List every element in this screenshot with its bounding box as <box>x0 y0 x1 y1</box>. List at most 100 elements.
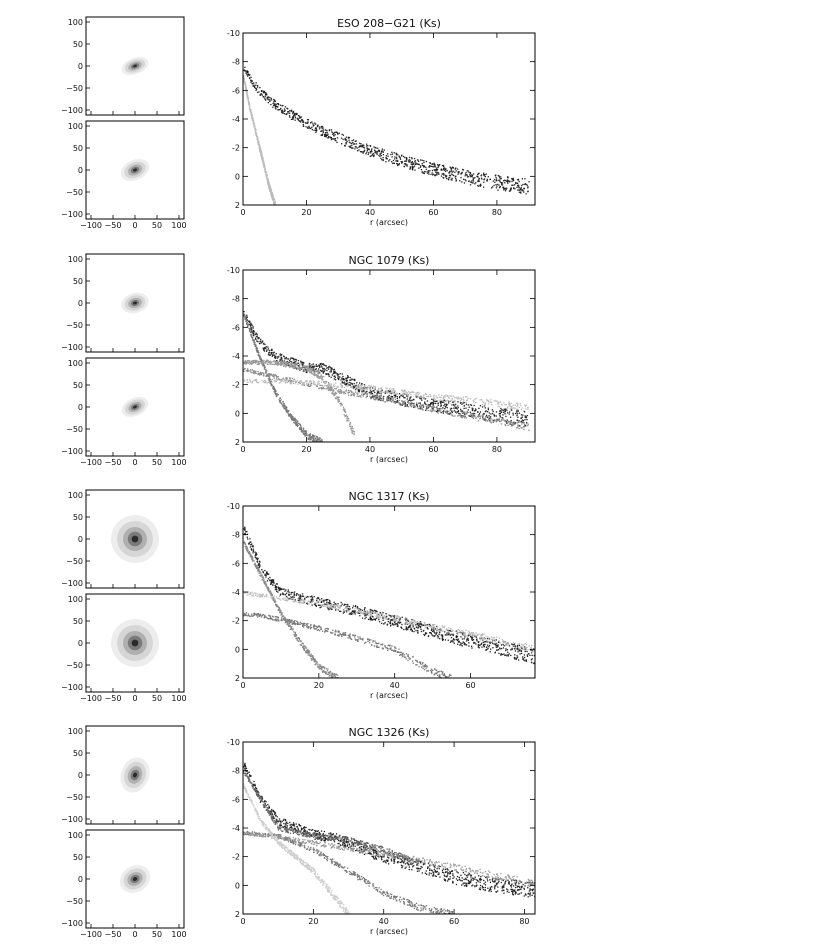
galaxy-isophote <box>131 639 139 647</box>
data-point <box>319 387 321 389</box>
data-point <box>251 324 253 326</box>
data-point <box>450 409 452 412</box>
data-point <box>410 394 412 396</box>
data-point <box>272 106 274 108</box>
data-point <box>311 126 313 129</box>
data-point <box>285 407 288 409</box>
data-point <box>317 124 319 126</box>
data-point <box>276 395 278 397</box>
data-point <box>382 157 384 159</box>
data-point <box>379 153 381 155</box>
data-point <box>495 649 498 651</box>
data-point <box>293 359 295 361</box>
ytick-label: -2 <box>232 381 240 390</box>
data-point <box>296 424 298 426</box>
data-point <box>280 363 282 365</box>
data-point <box>258 355 260 357</box>
data-point <box>407 620 410 622</box>
data-point <box>245 319 247 321</box>
thumbnail-ytick-label: 100 <box>68 18 83 27</box>
data-point <box>517 178 519 181</box>
data-point <box>253 124 256 127</box>
data-point <box>493 415 496 417</box>
data-point <box>444 408 446 410</box>
data-point <box>263 164 265 166</box>
data-point <box>321 134 323 137</box>
data-point <box>451 177 453 180</box>
data-point <box>279 360 281 362</box>
data-point <box>332 369 335 371</box>
data-point <box>393 162 396 165</box>
data-point <box>487 415 489 418</box>
data-point <box>415 163 417 165</box>
data-point <box>273 198 275 201</box>
data-point <box>444 397 446 399</box>
data-point <box>259 565 261 568</box>
data-point <box>394 624 396 626</box>
data-point <box>248 321 251 323</box>
data-point <box>418 624 420 627</box>
data-point <box>477 173 480 175</box>
data-point <box>330 383 332 385</box>
data-point <box>280 399 282 401</box>
data-point <box>267 361 270 364</box>
data-point <box>272 363 274 366</box>
data-point <box>249 360 251 362</box>
data-point <box>525 417 527 419</box>
data-point <box>445 403 447 405</box>
thumbnail-xtick-label: −100 <box>80 458 102 467</box>
data-point <box>410 404 412 406</box>
data-point <box>527 186 529 188</box>
data-point <box>245 84 247 86</box>
data-point <box>527 425 529 427</box>
thumbnail-xtick-label: −100 <box>80 221 102 230</box>
thumbnail-xtick-label: 50 <box>152 694 162 703</box>
thumbnail-ytick-label: −50 <box>66 188 83 197</box>
data-point <box>418 404 421 407</box>
data-point <box>508 405 510 408</box>
data-point <box>268 183 270 185</box>
data-point <box>349 422 352 424</box>
data-point <box>255 132 257 134</box>
data-point <box>440 403 442 405</box>
data-point <box>267 573 269 576</box>
data-point <box>320 374 322 376</box>
data-point <box>452 641 454 643</box>
data-point <box>410 624 412 626</box>
data-point <box>462 178 465 181</box>
data-point <box>353 395 355 397</box>
data-point <box>521 407 523 409</box>
data-point <box>274 381 276 383</box>
data-point <box>326 130 328 132</box>
data-point <box>274 585 276 587</box>
data-point <box>417 632 419 634</box>
data-point <box>309 365 311 368</box>
data-point <box>504 179 506 182</box>
data-point <box>366 148 369 150</box>
data-point <box>356 388 358 390</box>
data-point <box>298 428 301 430</box>
data-point <box>284 358 286 360</box>
data-point <box>413 627 416 630</box>
data-point <box>325 129 327 131</box>
data-point <box>506 412 509 414</box>
data-point <box>432 173 435 175</box>
data-point <box>301 118 303 121</box>
data-point <box>425 166 427 168</box>
data-point <box>376 153 378 155</box>
data-point <box>321 438 323 441</box>
data-point <box>318 372 321 375</box>
data-point <box>352 142 354 144</box>
data-point <box>322 443 323 444</box>
data-point <box>243 380 246 382</box>
data-point <box>446 403 448 406</box>
data-point <box>254 555 256 557</box>
ytick-label: -10 <box>227 266 240 275</box>
data-point <box>517 421 519 423</box>
data-point <box>244 70 246 72</box>
data-point <box>271 196 273 198</box>
data-point <box>341 603 343 605</box>
data-point <box>471 638 473 641</box>
data-point <box>252 545 254 547</box>
data-point <box>454 171 456 173</box>
